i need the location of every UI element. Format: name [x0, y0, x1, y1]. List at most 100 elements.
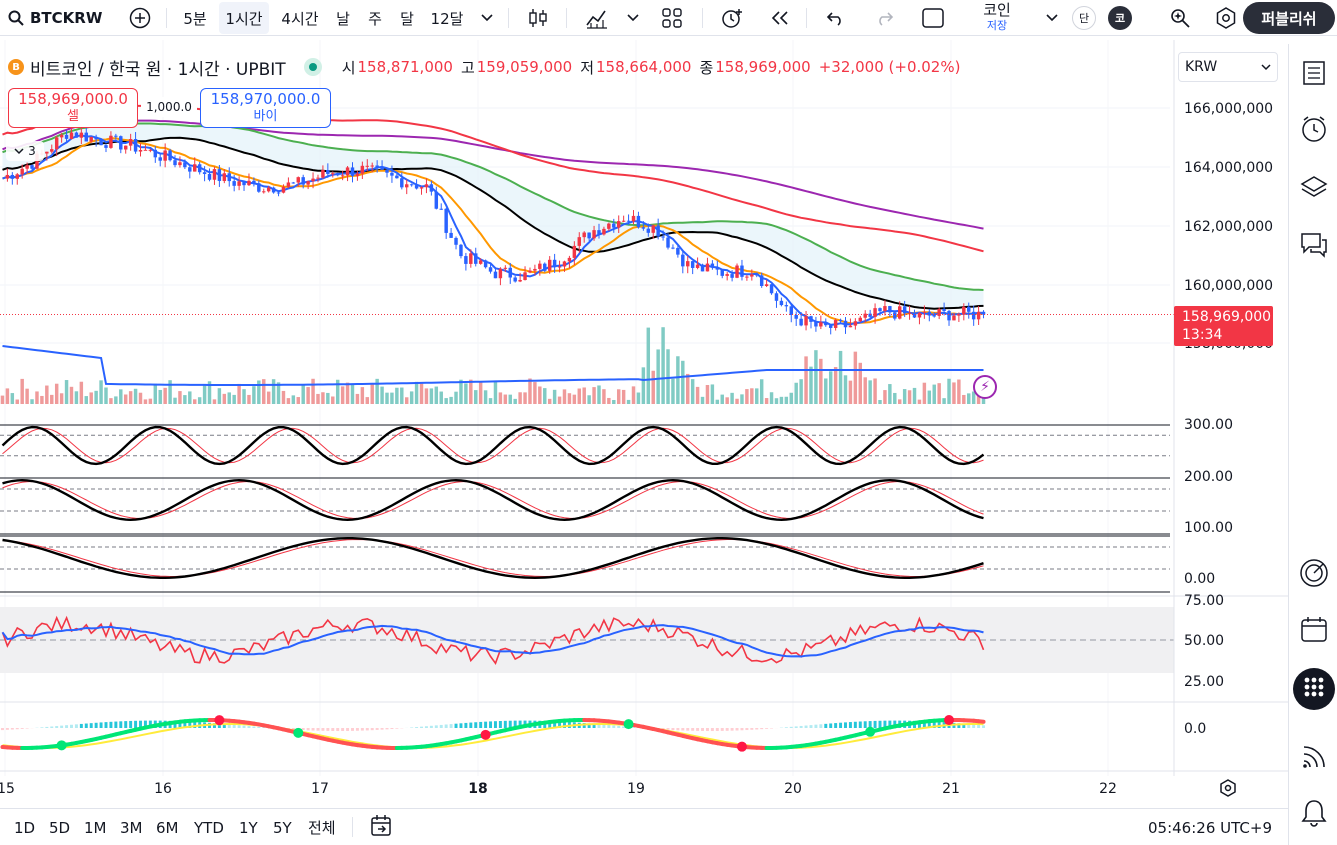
order-quantity[interactable]: 1,000.0	[141, 97, 197, 117]
currency-select[interactable]: KRW	[1178, 52, 1278, 82]
volume-ma-line	[2, 345, 984, 386]
macd-hist-bar	[508, 720, 512, 728]
buy-button[interactable]: 158,970,000.0 바이	[200, 88, 331, 128]
volume-bar	[666, 349, 670, 404]
macd-hist-bar	[710, 728, 714, 732]
signals-button[interactable]	[1295, 740, 1333, 778]
legend-title[interactable]: 비트코인 / 한국 원 · 1시간 · UPBIT	[30, 59, 286, 80]
market-status-icon[interactable]	[303, 58, 322, 76]
candle-body	[326, 170, 330, 174]
indicators-dropdown[interactable]	[620, 0, 646, 36]
lightning-icon[interactable]: ⚡	[973, 375, 997, 399]
undo-button[interactable]	[820, 0, 852, 36]
interval-4h[interactable]: 4시간	[281, 9, 319, 28]
candle-body	[745, 276, 749, 278]
volume-bar	[30, 399, 34, 404]
range-ytd[interactable]: YTD	[194, 818, 224, 837]
apps-button[interactable]	[1293, 668, 1335, 710]
calendar-button[interactable]	[1295, 612, 1333, 650]
candle-body	[686, 261, 690, 267]
ma-ribbon	[2, 123, 984, 309]
interval-day[interactable]: 날	[336, 9, 350, 28]
volume-bar	[513, 398, 517, 404]
volume-bar	[183, 395, 187, 404]
chart-type-button[interactable]	[522, 0, 554, 36]
range-5d[interactable]: 5D	[49, 818, 71, 837]
candle-body	[365, 165, 370, 167]
bar-countdown: 13:34	[1182, 327, 1223, 343]
gear-shape	[1220, 779, 1236, 797]
macd-hist-bar	[883, 720, 887, 728]
volume-bar	[488, 398, 493, 404]
quick-search-button[interactable]	[1164, 0, 1196, 36]
macd-hist-bar	[720, 728, 724, 731]
volume-bar	[296, 397, 300, 404]
compare-add-button[interactable]	[124, 0, 156, 36]
range-1m[interactable]: 1M	[84, 818, 107, 837]
volume-bar	[897, 399, 902, 404]
replay-button[interactable]	[764, 0, 796, 36]
macd-hist-bar	[474, 722, 478, 728]
interval-1h[interactable]: 1시간	[219, 2, 269, 34]
interval-week[interactable]: 주	[368, 9, 382, 28]
candle-body	[360, 165, 365, 174]
volume-bar	[814, 350, 818, 404]
indicators-button[interactable]	[580, 0, 614, 36]
single-badge[interactable]: 단	[1072, 6, 1096, 30]
macd-hist-bar	[375, 728, 379, 730]
volume-bar	[932, 384, 936, 404]
clock-timezone[interactable]: 05:46:26 UTC+9	[1148, 818, 1272, 837]
interval-12month[interactable]: 12달	[430, 9, 464, 28]
candle-body	[454, 237, 458, 245]
macd-hist-bar	[735, 728, 739, 731]
volume-bar	[262, 379, 266, 404]
volume-bar	[656, 349, 660, 404]
chat-button[interactable]	[1295, 228, 1333, 266]
sell-button[interactable]: 158,969,000.0 셀	[8, 88, 138, 128]
chart-canvas[interactable]: 166,000,000 164,000,000 162,000,000 160,000…	[0, 40, 1288, 808]
interval-5m[interactable]: 5분	[183, 9, 207, 28]
macd-hist-bar	[469, 722, 473, 728]
interval-month[interactable]: 달	[400, 9, 414, 28]
redo-button[interactable]	[868, 0, 900, 36]
interval-dropdown[interactable]	[474, 0, 500, 36]
candle-body	[483, 260, 488, 268]
layers-icon	[1300, 175, 1328, 203]
layers-button[interactable]	[1295, 170, 1333, 208]
macd-hist-bar	[977, 724, 981, 728]
range-1y[interactable]: 1Y	[239, 818, 258, 837]
layout-grid-button[interactable]	[656, 0, 688, 36]
notifications-button[interactable]	[1295, 796, 1333, 834]
coin-badge[interactable]: 코	[1108, 6, 1132, 30]
symbol-search[interactable]: BTCKRW	[4, 0, 104, 36]
time-axis[interactable]: 15 16 17 18 19 20 21 22	[0, 770, 1288, 797]
candle-body	[474, 253, 478, 264]
layout-dropdown[interactable]	[1040, 0, 1064, 36]
macd-hist-bar	[701, 728, 705, 731]
search-spark-icon	[1169, 7, 1191, 29]
layout-save-button[interactable]: 코인 저장	[968, 0, 1026, 36]
volume-bar	[967, 393, 971, 404]
range-5y[interactable]: 5Y	[273, 818, 292, 837]
alert-button[interactable]	[716, 0, 748, 36]
range-6m[interactable]: 6M	[156, 818, 179, 837]
candle-body	[769, 284, 774, 294]
volume-bar	[636, 392, 641, 404]
candle-body	[89, 136, 93, 142]
range-all[interactable]: 전체	[308, 819, 336, 837]
range-3m[interactable]: 3M	[120, 818, 143, 837]
publish-button[interactable]: 퍼블리쉬	[1243, 2, 1335, 34]
indicator-collapse-toggle[interactable]: 3	[6, 141, 44, 161]
fullscreen-button[interactable]	[916, 0, 950, 36]
candle-body	[824, 322, 828, 326]
alerts-panel-button[interactable]	[1295, 112, 1333, 150]
range-1d[interactable]: 1D	[14, 818, 36, 837]
goto-date-button[interactable]	[370, 809, 396, 845]
settings-button[interactable]	[1210, 0, 1242, 36]
watchlist-button[interactable]	[1295, 56, 1333, 94]
volume-bars	[0, 327, 986, 404]
target-button[interactable]	[1295, 556, 1333, 594]
macd-hist-bar	[222, 723, 226, 728]
candle-body	[858, 317, 863, 322]
volume-bar	[355, 393, 360, 404]
